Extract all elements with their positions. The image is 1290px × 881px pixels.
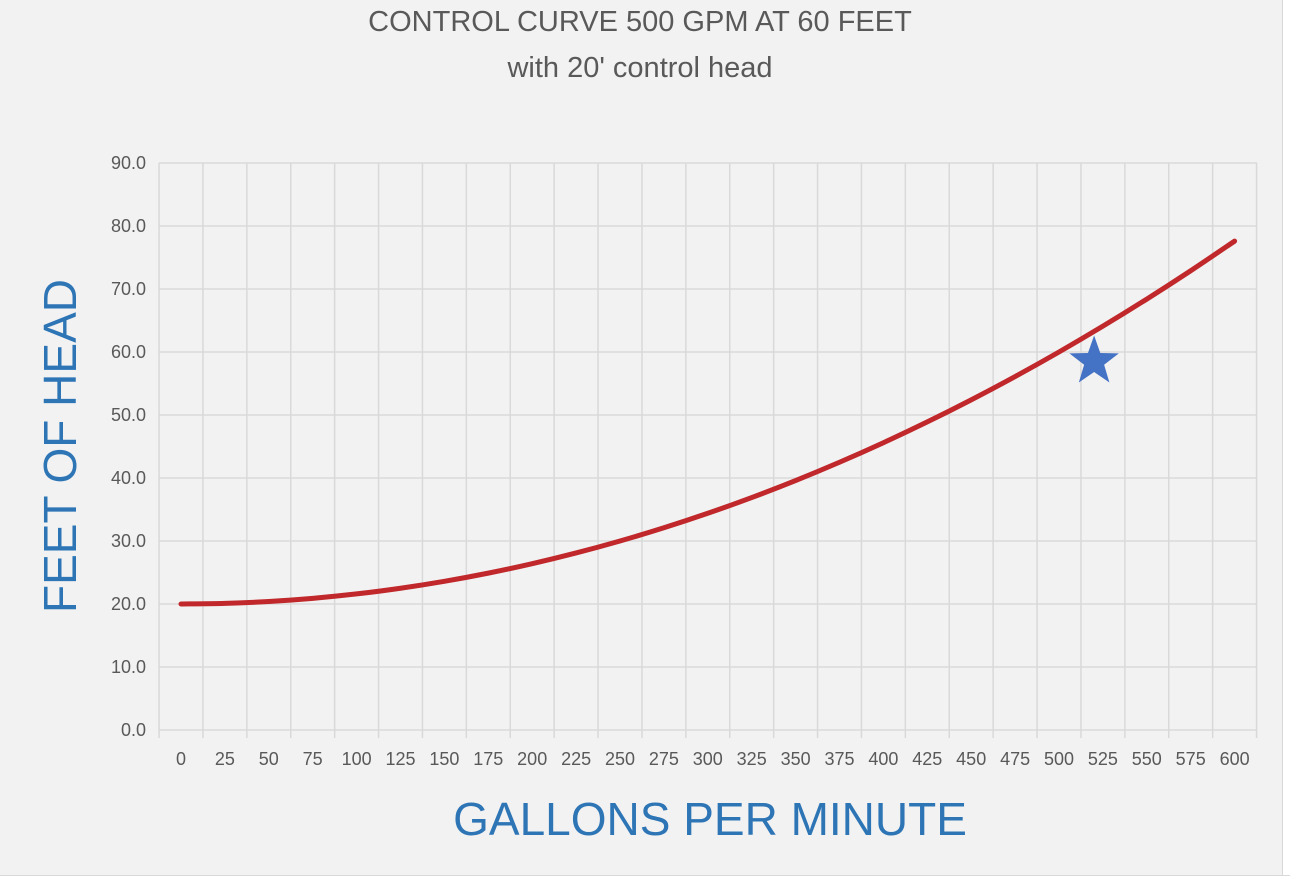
chart-subtitle: with 20' control head [507,52,773,84]
series-group [178,238,1238,607]
x-tick-label: 600 [1220,749,1250,769]
x-axis-label: GALLONS PER MINUTE [453,793,967,845]
gridlines [158,162,1258,738]
y-tick-label: 10.0 [111,657,146,677]
sheet-bottom-edge [0,875,1290,881]
x-tick-label: 525 [1088,749,1118,769]
y-tick-labels: 0.0 10.0 20.0 30.0 40.0 50.0 60.0 70.0 80.0 90.0 [111,153,146,740]
x-tick-label: 325 [737,749,767,769]
star-marker [1069,335,1119,383]
y-tick-label: 40.0 [111,468,146,488]
x-tick-label: 150 [429,749,459,769]
x-tick-label: 50 [259,749,279,769]
x-tick-label: 175 [473,749,503,769]
x-tick-label: 375 [824,749,854,769]
x-tick-label: 200 [517,749,547,769]
x-tick-label: 0 [176,749,186,769]
y-tick-label: 60.0 [111,342,146,362]
x-tick-label: 275 [649,749,679,769]
x-tick-label: 100 [342,749,372,769]
x-tick-label: 25 [215,749,235,769]
y-tick-label: 20.0 [111,594,146,614]
y-tick-label: 80.0 [111,216,146,236]
x-tick-label: 500 [1044,749,1074,769]
y-tick-label: 50.0 [111,405,146,425]
control-curve-line [178,238,1238,607]
x-tick-label: 350 [781,749,811,769]
x-tick-labels: 0 25 50 75 100 125 150 175 200 225 250 275 300 325 350… [176,749,1250,769]
x-tick-label: 225 [561,749,591,769]
y-tick-label: 0.0 [121,720,146,740]
sheet-right-edge [1282,0,1290,880]
x-tick-label: 125 [385,749,415,769]
x-tick-label: 400 [868,749,898,769]
x-tick-label: 575 [1176,749,1206,769]
x-tick-label: 475 [1000,749,1030,769]
x-tick-label: 300 [693,749,723,769]
x-tick-label: 450 [956,749,986,769]
y-tick-label: 90.0 [111,153,146,173]
chart-title: CONTROL CURVE 500 GPM AT 60 FEET [368,6,912,38]
marker-group [1069,335,1119,383]
y-tick-label: 70.0 [111,279,146,299]
x-tick-label: 425 [912,749,942,769]
x-tick-label: 75 [303,749,323,769]
x-tick-label: 250 [605,749,635,769]
x-tick-label: 550 [1132,749,1162,769]
y-tick-label: 30.0 [111,531,146,551]
